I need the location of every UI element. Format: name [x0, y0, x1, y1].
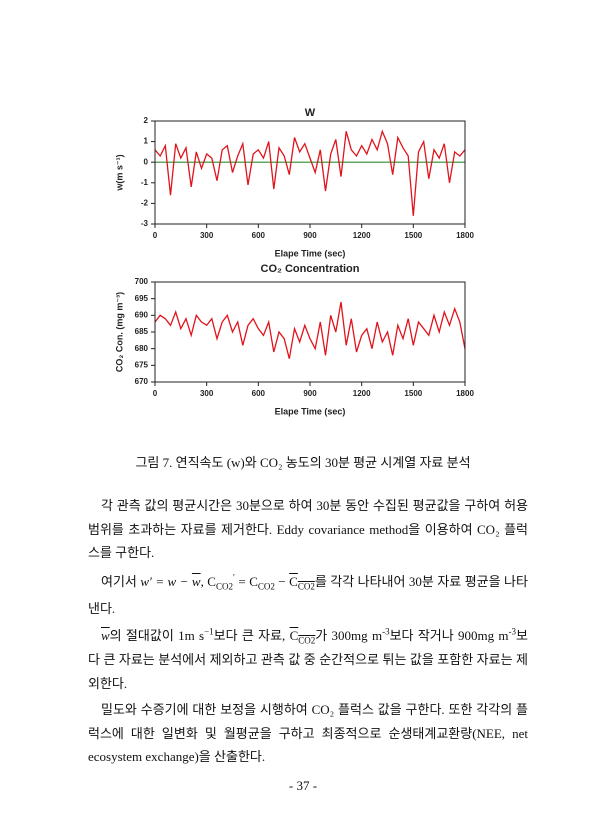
formula: C	[207, 574, 216, 589]
formula: C	[289, 628, 299, 643]
text: -3	[508, 626, 517, 637]
chart-title: W	[305, 107, 316, 119]
text: −1	[204, 626, 214, 637]
y-tick-label: -2	[141, 199, 149, 208]
chart-title: CO₂ Concentration	[261, 263, 360, 275]
text: 를 각각 나타내어 30분 자료 평균을 나타낸다.	[88, 574, 528, 616]
y-axis-label: w(m s⁻¹)	[114, 154, 124, 191]
page-number: - 37 -	[288, 778, 318, 793]
y-tick-label: 700	[135, 277, 149, 286]
x-tick-label: 1500	[404, 231, 422, 240]
figure: W -3 -2 -1 0 1 2 0 300 600 900 1200 1500 1800 Elape Ti…	[114, 107, 474, 416]
y-tick-label: 690	[135, 310, 149, 319]
x-tick-label: 0	[153, 389, 158, 398]
y-tick-label: 685	[135, 327, 149, 336]
formula: ,	[200, 574, 208, 589]
y-tick-label: 695	[135, 294, 149, 303]
formula: −	[274, 574, 290, 589]
y-tick-label: -3	[141, 219, 149, 228]
formula: C	[289, 574, 298, 589]
y-tick-label: 1	[144, 137, 149, 146]
x-tick-label: 1800	[456, 389, 474, 398]
text: 의 절대값이 1m s	[109, 628, 205, 643]
x-tick-label: 1200	[353, 231, 371, 240]
paragraph: 여기서 w′ = w − w, CCO2′ = CCO2 − CCO2를 각각 …	[88, 568, 528, 622]
x-axis-label: Elape Time (sec)	[275, 406, 346, 416]
y-tick-label: 0	[144, 157, 149, 166]
x-tick-label: 900	[303, 231, 317, 240]
text: 보다 작거나 900mg m	[389, 628, 509, 643]
formula: CO2	[257, 581, 275, 592]
x-tick-label: 0	[153, 231, 158, 240]
paragraph: 밀도와 수증기에 대한 보정을 시행하여 CO₂ 플럭스 값을 구한다. 또한 …	[88, 702, 528, 764]
formula: CO2	[215, 581, 233, 592]
text: 여기서	[101, 574, 141, 589]
x-tick-label: 1200	[353, 389, 371, 398]
x-tick-label: 300	[200, 389, 214, 398]
text: 보다 큰 자료는 분석에서 제외하고 관측 값 중 순간적으로 튀는 값을 포함…	[88, 628, 528, 691]
x-tick-label: 900	[303, 389, 317, 398]
paragraph: w의 절대값이 1m s−1보다 큰 자료, CCO2가 300mg m-3보다…	[88, 624, 528, 696]
y-tick-label: 675	[135, 360, 149, 369]
text: 보다 큰 자료,	[213, 628, 290, 643]
plot-frame	[154, 281, 466, 383]
formula: ′	[232, 572, 235, 583]
data-line	[154, 301, 466, 359]
plot-frame	[154, 120, 466, 225]
text: -3	[382, 626, 390, 637]
text: 가 300mg m	[315, 628, 383, 643]
x-tick-label: 300	[200, 231, 214, 240]
y-tick-label: 2	[144, 116, 149, 125]
x-tick-label: 600	[252, 389, 266, 398]
x-tick-label: 1800	[456, 231, 474, 240]
formula: CO2	[298, 635, 316, 646]
x-axis-label: Elape Time (sec)	[275, 248, 346, 258]
formula: w	[101, 628, 110, 643]
x-tick-label: 1500	[404, 389, 422, 398]
y-tick-label: 680	[135, 344, 149, 353]
y-tick-label: -1	[141, 178, 149, 187]
y-tick-label: 670	[135, 377, 149, 386]
caption: 그림 7. 연직속도 (w)와 CO₂ 농도의 30분 평균 시계열 자료 분석	[135, 455, 471, 470]
formula: = C	[234, 574, 258, 589]
formula: w′ = w −	[140, 574, 192, 589]
formula: CO2	[297, 581, 315, 592]
paragraph: 각 관측 값의 평균시간은 30분으로 하여 30분 동안 수집된 평균값을 구…	[88, 498, 528, 560]
formula: w	[191, 574, 201, 589]
y-axis-label: CO₂ Con. (mg m⁻³)	[114, 292, 124, 372]
data-line	[154, 129, 466, 216]
x-tick-label: 600	[252, 231, 266, 240]
